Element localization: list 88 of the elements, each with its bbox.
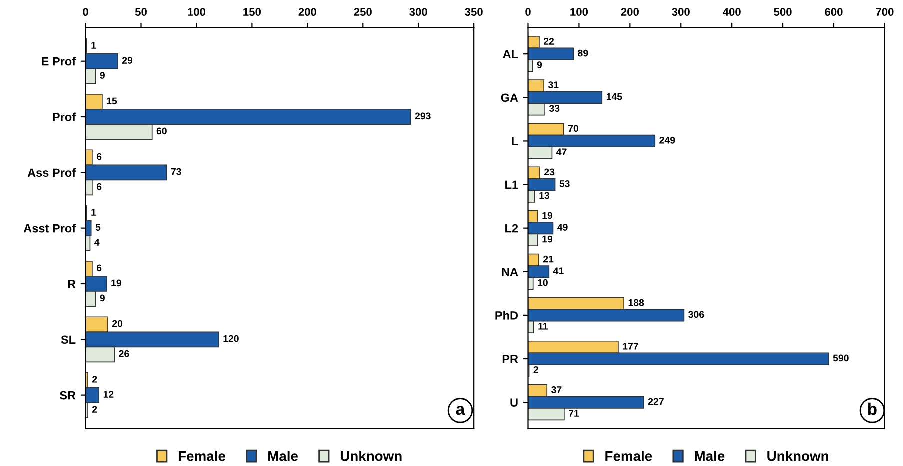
annotation: b	[868, 402, 877, 416]
y-tick-label: SR	[60, 391, 76, 400]
y-tick-label: Asst Prof	[24, 224, 76, 233]
data-label: 89	[578, 50, 588, 57]
data-label: 60	[156, 128, 167, 135]
data-label: 70	[568, 125, 579, 132]
annotation: a	[456, 406, 466, 416]
x-tick-label: 250	[354, 8, 372, 16]
data-label: 9	[100, 72, 105, 79]
y-tick-label: PhD	[496, 311, 518, 320]
data-label: 37	[552, 386, 562, 394]
legend-label: Male	[268, 451, 298, 462]
data-label: 6	[96, 183, 102, 190]
data-label: 33	[549, 105, 560, 112]
data-label: 2	[92, 376, 98, 383]
data-label: 12	[104, 391, 114, 398]
data-label: 47	[556, 148, 567, 156]
legend-label: Female	[606, 451, 652, 462]
x-tick-label: 600	[825, 8, 843, 16]
x-tick-label: 0	[83, 8, 88, 16]
y-tick-label: Ass Prof	[28, 168, 76, 178]
data-label: 188	[628, 299, 644, 306]
x-tick-label: 150	[244, 8, 262, 16]
data-label: 177	[623, 343, 638, 350]
data-label: 11	[538, 323, 548, 330]
y-tick-label: Prof	[53, 112, 76, 122]
legend-label: Male	[695, 451, 725, 462]
data-label: 22	[544, 38, 554, 45]
y-tick-label: NA	[502, 268, 518, 276]
x-tick-label: 700	[876, 8, 894, 16]
x-tick-label: 200	[621, 8, 639, 16]
data-label: 53	[560, 180, 570, 188]
data-label: 41	[553, 268, 564, 274]
data-label: 2	[534, 366, 538, 374]
data-label: 73	[171, 168, 182, 176]
x-tick-label: 50	[135, 8, 147, 16]
data-label: 71	[569, 410, 580, 417]
x-tick-label: 500	[774, 8, 792, 16]
y-tick-label: AL	[503, 50, 518, 58]
data-label: 9	[100, 294, 105, 302]
data-label: 1	[92, 209, 96, 216]
y-tick-label: U	[510, 398, 518, 407]
data-label: 4	[94, 239, 100, 246]
x-tick-label: 300	[410, 8, 428, 16]
data-label: 21	[543, 256, 554, 263]
data-label: 19	[112, 280, 122, 287]
x-tick-label: 300	[672, 8, 690, 16]
data-label: 23	[544, 168, 555, 176]
data-label: 120	[224, 335, 239, 342]
data-label: 49	[558, 224, 568, 231]
data-label: 19	[542, 212, 553, 220]
y-tick-label: E Prof	[42, 57, 76, 66]
x-tick-label: 400	[722, 8, 741, 16]
data-label: 15	[107, 98, 118, 105]
x-tick-label: 100	[570, 8, 588, 16]
y-tick-label: GA	[501, 94, 518, 102]
legend-label: Female	[178, 451, 226, 462]
data-label: 249	[660, 136, 676, 144]
x-tick-label: 0	[526, 8, 531, 16]
x-tick-label: 200	[298, 8, 316, 16]
legend-label: Unknown	[768, 451, 828, 462]
data-label: 293	[415, 112, 431, 120]
data-label: 5	[96, 224, 101, 231]
data-label: 145	[606, 93, 622, 100]
data-label: 227	[648, 398, 664, 406]
data-label: 6	[96, 264, 102, 272]
data-label: 6	[96, 153, 102, 160]
y-tick-label: L2	[506, 224, 518, 233]
y-tick-label: L1	[506, 180, 518, 190]
x-tick-label: 350	[465, 8, 483, 16]
data-label: 2	[92, 406, 98, 413]
data-label: 10	[538, 279, 548, 286]
data-label: 31	[548, 82, 559, 89]
y-tick-label: R	[68, 280, 76, 288]
data-label: 306	[688, 311, 704, 318]
y-tick-label: PR	[502, 355, 518, 364]
data-label: 19	[542, 236, 553, 243]
data-label: 1	[92, 42, 96, 49]
data-label: 26	[119, 350, 130, 358]
legend-label: Unknown	[340, 451, 402, 462]
data-label: 29	[122, 57, 133, 64]
data-label: 13	[540, 192, 550, 200]
x-tick-label: 100	[188, 8, 206, 16]
data-label: 590	[833, 354, 849, 362]
y-tick-label: L	[512, 137, 518, 146]
data-label: 9	[537, 62, 542, 68]
y-tick-label: SL	[61, 336, 76, 344]
data-label: 20	[112, 320, 123, 328]
